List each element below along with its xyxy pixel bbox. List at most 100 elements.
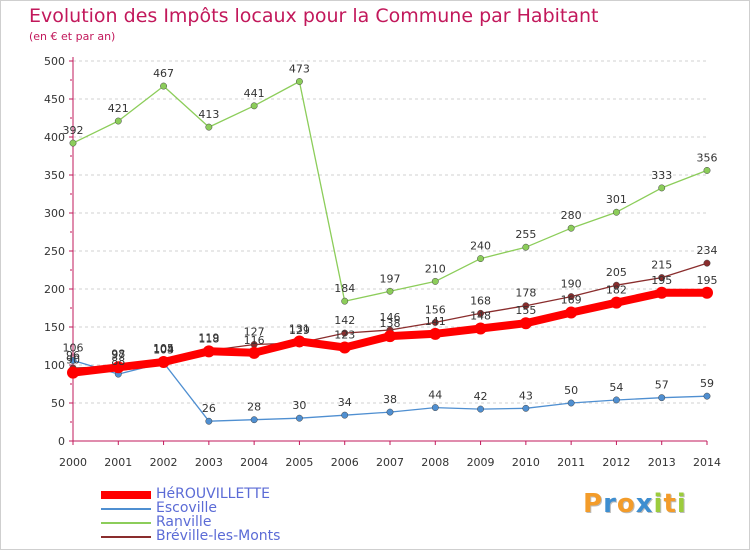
data-label: 234: [697, 244, 718, 257]
legend-label: Bréville-les-Monts: [156, 528, 281, 544]
data-label: 168: [470, 294, 491, 307]
data-point: [522, 302, 530, 310]
data-point: [69, 356, 77, 364]
x-tick-label: 2002: [150, 456, 178, 469]
data-point: [386, 408, 394, 416]
chart-subtitle: (en € et par an): [29, 30, 116, 43]
data-point: [431, 318, 439, 326]
data-point: [565, 306, 578, 319]
legend-swatch: [101, 491, 151, 499]
data-label: 104: [153, 343, 174, 356]
data-label: 473: [289, 63, 310, 76]
data-point: [202, 345, 215, 358]
data-point: [295, 414, 303, 422]
x-tick-label: 2009: [467, 456, 495, 469]
logo-letter: x: [635, 489, 654, 519]
data-point: [519, 317, 532, 330]
data-label: 301: [606, 193, 627, 206]
data-point: [157, 355, 170, 368]
data-point: [341, 329, 349, 337]
data-label: 441: [244, 87, 265, 100]
y-tick-label: 400: [44, 131, 65, 144]
data-point: [114, 117, 122, 125]
data-label: 142: [334, 314, 355, 327]
data-label: 54: [609, 381, 623, 394]
data-label: 131: [289, 322, 310, 335]
data-label: 195: [651, 274, 672, 287]
data-point: [386, 287, 394, 295]
x-tick-label: 2006: [331, 456, 359, 469]
x-tick-label: 2000: [59, 456, 87, 469]
data-point: [567, 224, 575, 232]
data-label: 280: [561, 209, 582, 222]
data-point: [655, 286, 668, 299]
logo-letter: t: [663, 489, 677, 519]
data-point: [250, 102, 258, 110]
data-point: [338, 341, 351, 354]
data-point: [658, 274, 666, 282]
x-tick-label: 2010: [512, 456, 540, 469]
y-tick-label: 150: [44, 321, 65, 334]
data-point: [431, 277, 439, 285]
logo-letter: P: [583, 489, 604, 519]
x-tick-label: 2007: [376, 456, 404, 469]
chart-title: Evolution des Impôts locaux pour la Comm…: [29, 5, 599, 27]
data-point: [612, 208, 620, 216]
logo-letter: r: [603, 489, 617, 519]
data-label: 178: [515, 287, 536, 300]
y-tick-label: 0: [58, 435, 65, 448]
data-label: 333: [651, 169, 672, 182]
data-point: [477, 405, 485, 413]
data-point: [67, 366, 79, 379]
data-label: 169: [561, 294, 582, 307]
y-tick-label: 300: [44, 207, 65, 220]
data-point: [293, 335, 306, 348]
data-label: 392: [63, 124, 84, 137]
logo-letter: o: [616, 489, 636, 519]
data-label: 57: [655, 379, 669, 392]
data-label: 182: [606, 284, 627, 297]
legend-label: Escoville: [156, 500, 217, 516]
legend-swatch: [101, 522, 151, 524]
data-label: 88: [111, 355, 125, 368]
x-tick-label: 2008: [421, 456, 449, 469]
data-label: 138: [380, 317, 401, 330]
data-label: 129: [289, 324, 310, 337]
data-point: [248, 346, 261, 359]
data-label: 28: [247, 401, 261, 414]
data-point: [250, 416, 258, 424]
proxiti-logo: Proxiti: [583, 489, 687, 519]
data-point: [703, 392, 711, 400]
data-point: [341, 297, 349, 305]
data-point: [703, 166, 711, 174]
y-tick-label: 250: [44, 245, 65, 258]
data-label: 116: [244, 334, 265, 347]
data-point: [658, 184, 666, 192]
data-point: [341, 411, 349, 419]
data-point: [701, 286, 713, 299]
data-label: 197: [380, 272, 401, 285]
x-tick-label: 2012: [602, 456, 630, 469]
data-label: 141: [425, 315, 446, 328]
legend-swatch: [101, 536, 151, 538]
data-label: 96: [66, 349, 80, 362]
x-tick-label: 2013: [648, 456, 676, 469]
data-label: 118: [198, 332, 219, 345]
data-label: 42: [474, 390, 488, 403]
x-tick-label: 2003: [195, 456, 223, 469]
data-point: [477, 309, 485, 317]
data-point: [205, 417, 213, 425]
data-label: 205: [606, 266, 627, 279]
y-tick-label: 450: [44, 93, 65, 106]
data-label: 127: [244, 325, 265, 338]
x-tick-label: 2005: [285, 456, 313, 469]
data-point: [69, 139, 77, 147]
data-label: 190: [561, 278, 582, 291]
data-label: 148: [470, 310, 491, 323]
legend-swatch: [101, 508, 151, 510]
y-tick-label: 50: [51, 397, 65, 410]
data-label: 43: [519, 389, 533, 402]
data-point: [567, 293, 575, 301]
